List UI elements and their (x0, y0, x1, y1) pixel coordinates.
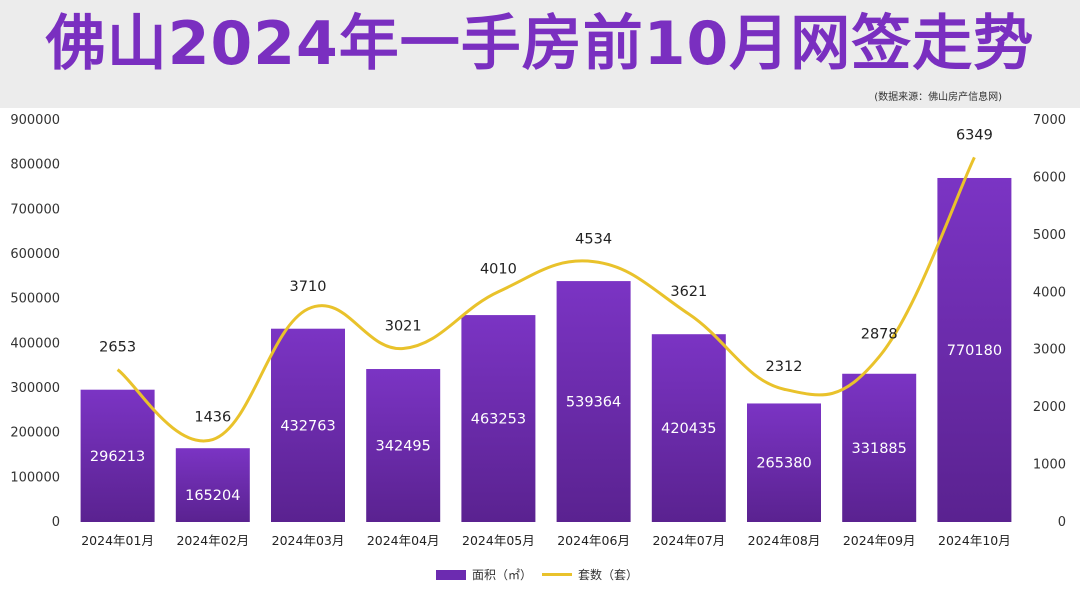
x-tick-label: 2024年02月 (176, 533, 249, 548)
x-tick-label: 2024年08月 (748, 533, 821, 548)
area-bar-value-label: 770180 (947, 343, 1002, 359)
x-tick-label: 2024年01月 (81, 533, 154, 548)
y-right-tick-label: 0 (1058, 515, 1066, 530)
x-axis: 2024年01月 2024年02月 2024年03月 2024年04月 2024年05月… (81, 533, 1011, 548)
x-tick-label: 2024年04月 (367, 533, 440, 548)
area-bar-value-label: 165204 (185, 488, 240, 504)
area-bar-value-label: 539364 (566, 395, 621, 411)
area-bar (80, 389, 155, 522)
count-point-label: 3021 (385, 319, 422, 335)
area-bar (651, 334, 726, 522)
bar-value-labels: 296213 165204 432763 342495 463253 539364 4204… (90, 343, 1002, 504)
area-bar (556, 281, 631, 522)
area-bar-value-label: 420435 (661, 421, 716, 437)
y-left-tick-label: 800000 (10, 158, 60, 173)
area-bar (747, 403, 821, 522)
x-tick-label: 2024年07月 (652, 533, 725, 548)
count-point-label: 2878 (861, 327, 898, 343)
legend-count-swatch (542, 573, 573, 576)
x-tick-label: 2024年06月 (557, 533, 630, 548)
y-left-tick-label: 400000 (10, 336, 60, 351)
y-left-tick-label: 300000 (10, 381, 60, 396)
y-right-tick-label: 1000 (1033, 458, 1066, 473)
area-bar (366, 369, 441, 522)
legend: 面积（㎡） 套数（套） (436, 566, 638, 583)
y-right-tick-label: 4000 (1033, 285, 1066, 300)
y-right-tick-label: 7000 (1033, 113, 1066, 128)
page-title: 佛山2024年一手房前10月网签走势 (45, 9, 1035, 79)
area-bar-value-label: 463253 (471, 412, 526, 428)
count-point-label: 4010 (480, 262, 517, 278)
x-tick-label: 2024年05月 (462, 533, 535, 548)
y-right-tick-label: 3000 (1033, 343, 1066, 358)
count-point-label: 2312 (766, 359, 803, 375)
y-left-tick-label: 200000 (10, 426, 60, 441)
count-point-label: 1436 (194, 410, 231, 426)
count-point-label: 6349 (956, 127, 993, 143)
count-point-label: 2653 (99, 340, 136, 356)
area-bar-value-label: 432763 (280, 418, 335, 434)
count-line (116, 156, 976, 443)
y-right-tick-label: 2000 (1033, 400, 1066, 415)
x-tick-label: 2024年03月 (272, 533, 345, 548)
y-left-tick-label: 600000 (10, 247, 60, 262)
area-bar-value-label: 265380 (756, 456, 811, 472)
y-left-tick-label: 700000 (10, 202, 60, 217)
y-axis-left: 0 100000 200000 300000 400000 500000 600000 700… (10, 113, 60, 530)
count-point-label: 4534 (575, 232, 612, 248)
y-left-tick-label: 0 (52, 515, 60, 530)
y-right-tick-label: 5000 (1033, 228, 1066, 243)
area-bar (842, 373, 917, 522)
line-value-labels: 2653 1436 3710 3021 4010 4534 3621 2312 2878 6349 (99, 127, 993, 425)
x-tick-label: 2024年10月 (938, 533, 1011, 548)
y-right-tick-label: 6000 (1033, 170, 1066, 185)
count-point-label: 3710 (290, 279, 327, 295)
area-bar-value-label: 342495 (376, 439, 431, 455)
count-point-label: 3621 (670, 284, 707, 300)
legend-area-label: 面积（㎡） (472, 568, 533, 582)
legend-count-label: 套数（套） (578, 568, 639, 582)
area-bar (271, 328, 345, 522)
legend-area-swatch (436, 569, 466, 580)
y-left-tick-label: 500000 (10, 292, 60, 307)
area-bar (937, 177, 1012, 522)
area-bar-value-label: 296213 (90, 449, 145, 465)
y-left-tick-label: 900000 (10, 113, 60, 128)
y-axis-right: 0 1000 2000 3000 4000 5000 6000 7000 (1033, 113, 1066, 530)
y-left-tick-label: 100000 (10, 470, 60, 485)
bar-series (80, 177, 1012, 522)
area-bar (175, 448, 250, 522)
data-source-note: (数据来源：佛山房产信息网) (874, 92, 1002, 103)
area-bar-value-label: 331885 (852, 441, 907, 457)
area-bar (461, 315, 536, 522)
x-tick-label: 2024年09月 (843, 533, 916, 548)
